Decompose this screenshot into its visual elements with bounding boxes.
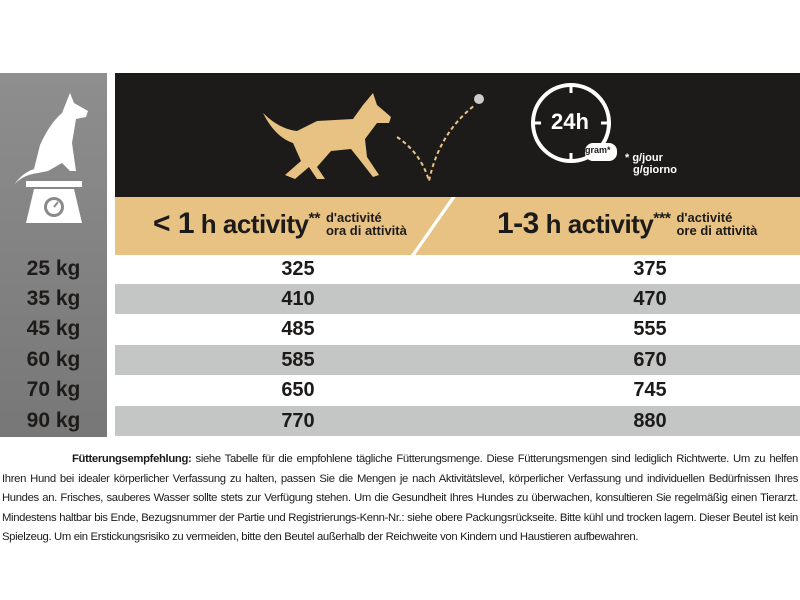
low-activity-grams: 650 — [281, 378, 315, 401]
column-title: < 1 h activity** — [153, 207, 320, 241]
hours: 1-3 — [497, 207, 539, 240]
running-dog-icon — [263, 93, 391, 179]
clock-label: 24h — [551, 109, 589, 134]
it: ora di attività — [325, 223, 407, 238]
low-activity-grams: 585 — [281, 348, 315, 371]
high-activity-grams: 375 — [633, 257, 667, 280]
table-row: 650 745 — [115, 375, 800, 405]
clock-bowl-icon — [531, 83, 617, 163]
weight-label: 45 kg — [26, 317, 81, 340]
feeding-instructions: Fütterungsempfehlung: siehe Tabelle für … — [2, 450, 798, 548]
dog-on-scale-icon — [14, 93, 88, 223]
weight-label: 35 kg — [26, 287, 81, 310]
table-row: 325 375 — [115, 254, 800, 284]
unit-note-fr: * g/jour — [625, 152, 663, 164]
header-banner: 24h gram* — [115, 73, 800, 197]
weight-column — [0, 73, 107, 437]
low-activity-grams: 485 — [281, 317, 315, 340]
stars: ** — [308, 210, 320, 228]
column-translations: d'activité ora di attività — [326, 211, 407, 237]
fr: d'activité — [676, 210, 733, 225]
activity-label: h activity — [538, 209, 654, 239]
weight-label: 90 kg — [26, 409, 81, 432]
low-activity-grams: 325 — [281, 257, 315, 280]
it: ore di attività — [676, 223, 758, 238]
hours: < 1 — [153, 207, 195, 240]
column-title: 1-3 h activity*** — [497, 207, 671, 241]
footer-heading: Fütterungsempfehlung: — [72, 453, 192, 465]
high-activity-grams: 555 — [633, 317, 667, 340]
unit-note-it: g/giorno — [633, 164, 677, 176]
fr: d'activité — [325, 210, 382, 225]
weight-label: 70 kg — [26, 378, 81, 401]
low-activity-grams: 410 — [281, 287, 315, 310]
stars: *** — [653, 210, 671, 228]
column-header-low-activity: < 1 h activity** d'activité ora di attivi… — [153, 207, 407, 241]
low-activity-grams: 770 — [281, 409, 315, 432]
high-activity-grams: 745 — [633, 378, 667, 401]
high-activity-grams: 670 — [633, 348, 667, 371]
unit-note: * g/jour g/giorno — [625, 152, 677, 176]
ball-trajectory-icon — [396, 94, 484, 182]
weight-label: 60 kg — [26, 348, 81, 371]
table-row: 410 470 — [115, 284, 800, 314]
high-activity-grams: 880 — [633, 409, 667, 432]
table-row: 485 555 — [115, 314, 800, 344]
bowl-label: gram* — [585, 145, 611, 155]
activity-header-band — [115, 197, 800, 255]
weight-label: 25 kg — [26, 257, 81, 280]
high-activity-grams: 470 — [633, 287, 667, 310]
column-header-high-activity: 1-3 h activity*** d'activité ore di attiv… — [497, 207, 757, 241]
table-row: 770 880 — [115, 406, 800, 436]
table-row: 585 670 — [115, 345, 800, 375]
column-translations: d'activité ore di attività — [676, 211, 757, 237]
activity-label: h activity — [194, 209, 309, 239]
footer-text: siehe Tabelle für die empfohlene täglich… — [2, 453, 798, 543]
